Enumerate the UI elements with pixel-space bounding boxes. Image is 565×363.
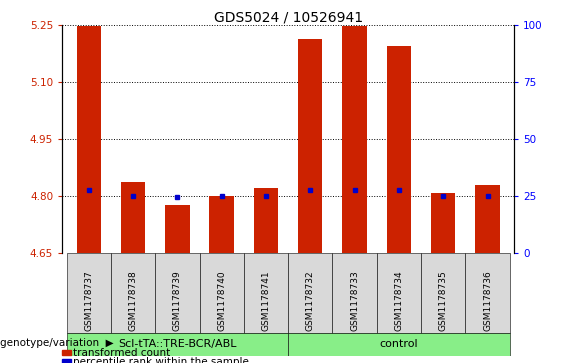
FancyBboxPatch shape — [67, 333, 288, 356]
Text: percentile rank within the sample: percentile rank within the sample — [73, 357, 249, 363]
Text: GSM1178734: GSM1178734 — [394, 270, 403, 331]
Text: GSM1178735: GSM1178735 — [439, 270, 447, 331]
Bar — [298, 38, 323, 253]
Bar — [121, 183, 145, 253]
Text: GSM1178741: GSM1178741 — [262, 270, 271, 331]
Text: transformed count: transformed count — [73, 348, 171, 358]
Bar — [76, 26, 101, 253]
FancyBboxPatch shape — [67, 253, 111, 333]
FancyBboxPatch shape — [421, 253, 466, 333]
Title: GDS5024 / 10526941: GDS5024 / 10526941 — [214, 10, 363, 24]
Bar — [387, 46, 411, 253]
Bar — [342, 26, 367, 253]
FancyBboxPatch shape — [244, 253, 288, 333]
Bar — [254, 188, 278, 253]
FancyBboxPatch shape — [466, 253, 510, 333]
FancyBboxPatch shape — [288, 333, 510, 356]
Text: control: control — [380, 339, 418, 349]
FancyBboxPatch shape — [199, 253, 244, 333]
FancyBboxPatch shape — [332, 253, 377, 333]
FancyBboxPatch shape — [377, 253, 421, 333]
Bar — [210, 196, 234, 253]
Bar — [475, 185, 500, 253]
FancyBboxPatch shape — [155, 253, 199, 333]
Bar — [431, 193, 455, 253]
Text: GSM1178738: GSM1178738 — [129, 270, 137, 331]
Text: GSM1178737: GSM1178737 — [84, 270, 93, 331]
Bar — [165, 205, 189, 253]
Text: genotype/variation  ▶: genotype/variation ▶ — [0, 338, 114, 348]
Text: GSM1178736: GSM1178736 — [483, 270, 492, 331]
FancyBboxPatch shape — [288, 253, 332, 333]
Text: Scl-tTA::TRE-BCR/ABL: Scl-tTA::TRE-BCR/ABL — [118, 339, 237, 349]
Text: GSM1178732: GSM1178732 — [306, 270, 315, 331]
FancyBboxPatch shape — [111, 253, 155, 333]
Text: GSM1178739: GSM1178739 — [173, 270, 182, 331]
Text: GSM1178733: GSM1178733 — [350, 270, 359, 331]
Text: GSM1178740: GSM1178740 — [217, 270, 226, 331]
